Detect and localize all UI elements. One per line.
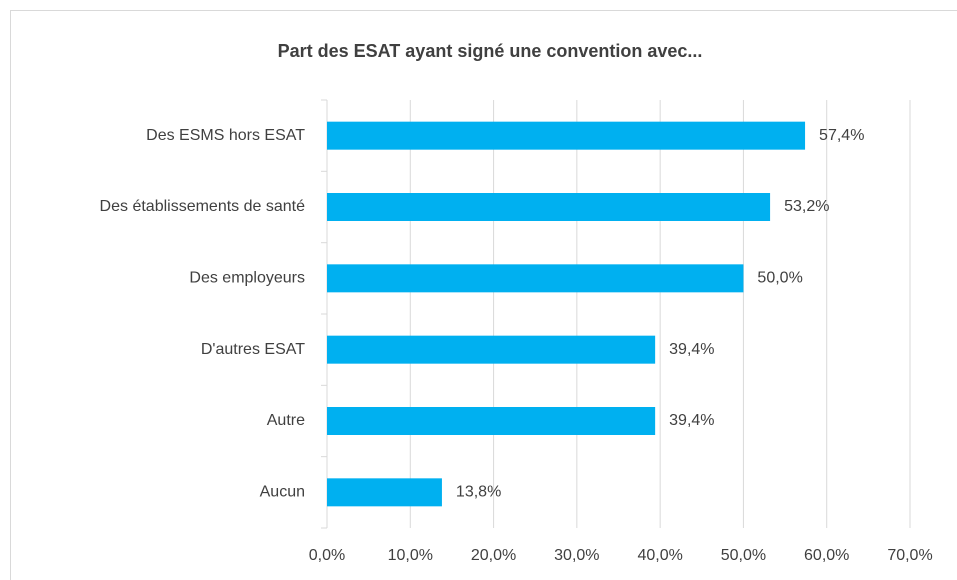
data-label: 13,8%	[456, 484, 501, 501]
bar	[327, 121, 806, 150]
x-tick-label: 20,0%	[471, 547, 516, 564]
data-label: 53,2%	[784, 198, 829, 215]
y-tick-label: Aucun	[260, 484, 305, 501]
y-tick-label: Des employeurs	[189, 270, 305, 287]
x-tick-label: 0,0%	[309, 547, 345, 564]
data-label: 50,0%	[757, 270, 802, 287]
x-tick-label: 10,0%	[388, 547, 433, 564]
x-tick-label: 60,0%	[804, 547, 849, 564]
bar	[327, 478, 442, 507]
data-label: 57,4%	[819, 127, 864, 144]
bar	[327, 335, 656, 364]
x-tick-label: 70,0%	[887, 547, 932, 564]
x-tick-label: 40,0%	[637, 547, 682, 564]
chart-frame	[10, 10, 957, 580]
x-tick-label: 30,0%	[554, 547, 599, 564]
bar	[327, 193, 771, 221]
bar	[327, 407, 656, 435]
bar	[327, 264, 744, 293]
y-tick-label: Autre	[267, 412, 305, 429]
chart-title: Part des ESAT ayant signé une convention…	[278, 41, 703, 61]
data-label: 39,4%	[669, 412, 714, 429]
x-tick-label: 50,0%	[721, 547, 766, 564]
y-tick-label: Des ESMS hors ESAT	[146, 127, 305, 144]
data-label: 39,4%	[669, 341, 714, 358]
y-tick-label: D'autres ESAT	[201, 341, 305, 358]
y-tick-label: Des établissements de santé	[100, 198, 306, 215]
